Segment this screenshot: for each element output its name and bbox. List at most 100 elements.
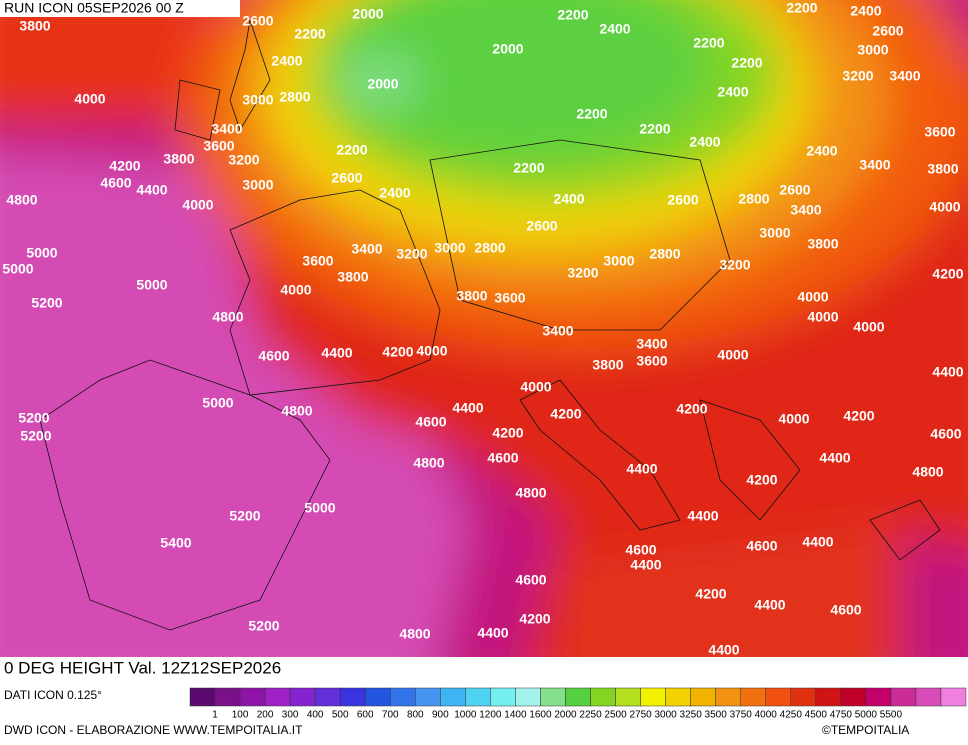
legend-swatch [440,687,466,707]
legend-label: 2250 [579,710,602,721]
legend-swatch [865,687,892,707]
contour-label: 4000 [182,197,213,213]
legend-swatch [715,687,741,707]
legend-swatch [740,687,766,707]
legend-label: 600 [357,710,374,721]
contour-label: 2600 [526,218,557,234]
legend-label: 1200 [479,710,502,721]
contour-label: 2200 [786,0,817,16]
contour-label: 4200 [676,401,707,417]
contour-label: 4800 [399,626,430,642]
contour-label: 4000 [853,319,884,335]
contour-label: 3000 [603,253,634,269]
contour-label: 4600 [258,348,289,364]
contour-label: 4200 [746,472,777,488]
contour-label: 2400 [689,134,720,150]
legend-label: 100 [232,710,249,721]
contour-label: 2600 [242,13,273,29]
contour-label: 3800 [927,161,958,177]
contour-label: 3400 [636,336,667,352]
contour-label: 4200 [695,586,726,602]
contour-label: 2000 [367,76,398,92]
contour-label: 4800 [281,403,312,419]
contour-label: 5200 [20,428,51,444]
contour-label: 4600 [100,175,131,191]
contour-label: 3000 [242,92,273,108]
contour-label: 3200 [396,246,427,262]
legend-swatch [915,687,942,707]
legend-label: 1600 [529,710,552,721]
legend-swatch [565,687,591,707]
contour-label: 5000 [2,261,33,277]
legend-label: 1000 [454,710,477,721]
contour-label: 4200 [519,611,550,627]
contour-label: 2400 [271,53,302,69]
contour-labels: 3800 2600 2000 2200 2200 2400 2200 2400 2600 2000… [2,0,963,658]
contour-label: 2600 [331,170,362,186]
contour-label: 4400 [626,461,657,477]
legend-label: 500 [332,710,349,721]
legend: 1 100 200 300 400 500 600 700 800 900 1000 1200 1400… [189,687,967,721]
contour-label: 3600 [494,290,525,306]
contour-label: 4200 [932,266,963,282]
legend-swatch [390,687,416,707]
contour-label: 4600 [930,426,961,442]
legend-label: 800 [407,710,424,721]
contour-label: 2400 [379,185,410,201]
map-field [0,0,968,700]
legend-swatch [314,687,341,707]
contour-label: 2200 [576,106,607,122]
contour-label: 3800 [807,236,838,252]
contour-label: 5000 [136,277,167,293]
contour-label: 2200 [557,7,588,23]
contour-label: 4600 [415,414,446,430]
contour-label: 4200 [382,344,413,360]
legend-label: 2000 [554,710,577,721]
contour-label: 3200 [842,68,873,84]
legend-label: 4750 [830,710,853,721]
contour-label: 4200 [550,406,581,422]
contour-label: 3600 [302,253,333,269]
contour-label: 4000 [520,379,551,395]
contour-label: 4800 [6,192,37,208]
contour-label: 3600 [924,124,955,140]
legend-label: 3500 [705,710,728,721]
legend-swatch [790,687,817,707]
contour-label: 5200 [31,295,62,311]
contour-label: 4400 [452,400,483,416]
contour-label: 4600 [487,450,518,466]
contour-label: 5400 [160,535,191,551]
contour-label: 4600 [746,538,777,554]
contour-label: 3600 [203,138,234,154]
contour-label: 4000 [807,309,838,325]
contour-label: 4000 [929,199,960,215]
contour-label: 5000 [26,245,57,261]
contour-label: 5000 [304,500,335,516]
contour-label: 5200 [248,618,279,634]
contour-label: 4000 [717,347,748,363]
legend-label: 5500 [880,710,903,721]
contour-label: 2200 [294,26,325,42]
contour-label: 4400 [136,182,167,198]
contour-label: 3200 [567,265,598,281]
contour-label: 4000 [416,343,447,359]
legend-label: 3750 [730,710,753,721]
contour-label: 4000 [778,411,809,427]
contour-label: 2400 [553,191,584,207]
legend-label: 200 [257,710,274,721]
legend-swatch [590,687,616,707]
legend-swatch [415,687,441,707]
contour-label: 3800 [456,288,487,304]
contour-label: 3600 [636,353,667,369]
contour-label: 3800 [163,151,194,167]
contour-label: 3800 [19,18,50,34]
contour-label: 4600 [625,542,656,558]
legend-swatch [690,687,716,707]
contour-label: 4800 [515,485,546,501]
contour-label: 3400 [889,68,920,84]
contour-label: 5200 [18,410,49,426]
contour-label: 3400 [351,241,382,257]
contour-label: 2800 [738,191,769,207]
contour-label: 2800 [649,246,680,262]
